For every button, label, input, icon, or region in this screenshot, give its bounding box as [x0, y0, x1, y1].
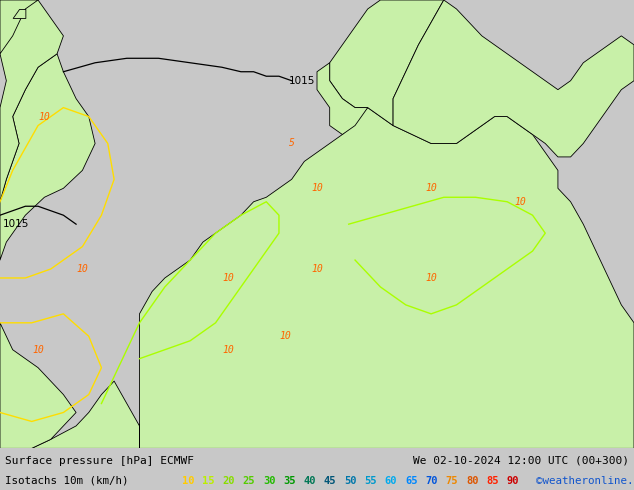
Text: Surface pressure [hPa] ECMWF: Surface pressure [hPa] ECMWF [5, 456, 194, 466]
Text: 85: 85 [486, 476, 499, 486]
Text: 60: 60 [385, 476, 398, 486]
Text: 10: 10 [311, 264, 323, 274]
Text: 20: 20 [223, 476, 235, 486]
Text: 10: 10 [39, 112, 50, 122]
Text: 10: 10 [77, 264, 88, 274]
Text: 10: 10 [425, 273, 437, 283]
Text: 35: 35 [283, 476, 296, 486]
Text: ©weatheronline.co.uk: ©weatheronline.co.uk [536, 476, 634, 486]
Text: 45: 45 [324, 476, 337, 486]
Text: 30: 30 [263, 476, 276, 486]
Text: 65: 65 [405, 476, 418, 486]
Text: 80: 80 [466, 476, 479, 486]
Text: 10: 10 [514, 197, 526, 207]
Text: 15: 15 [202, 476, 215, 486]
Text: 10: 10 [223, 344, 234, 355]
Text: 10: 10 [223, 273, 234, 283]
Text: 10: 10 [425, 183, 437, 194]
Text: 55: 55 [365, 476, 377, 486]
Text: 75: 75 [446, 476, 458, 486]
Text: 1015: 1015 [3, 219, 30, 229]
Text: 10: 10 [311, 183, 323, 194]
Text: 70: 70 [425, 476, 438, 486]
Text: 25: 25 [243, 476, 256, 486]
Text: 10: 10 [280, 331, 291, 341]
Text: 90: 90 [507, 476, 519, 486]
Text: 10: 10 [182, 476, 195, 486]
Text: 40: 40 [304, 476, 316, 486]
Text: 5: 5 [288, 139, 295, 148]
Text: We 02-10-2024 12:00 UTC (00+300): We 02-10-2024 12:00 UTC (00+300) [413, 456, 629, 466]
Text: 50: 50 [344, 476, 357, 486]
Text: Isotachs 10m (km/h): Isotachs 10m (km/h) [5, 476, 135, 486]
Text: 1015: 1015 [288, 75, 315, 86]
Text: 10: 10 [32, 344, 44, 355]
